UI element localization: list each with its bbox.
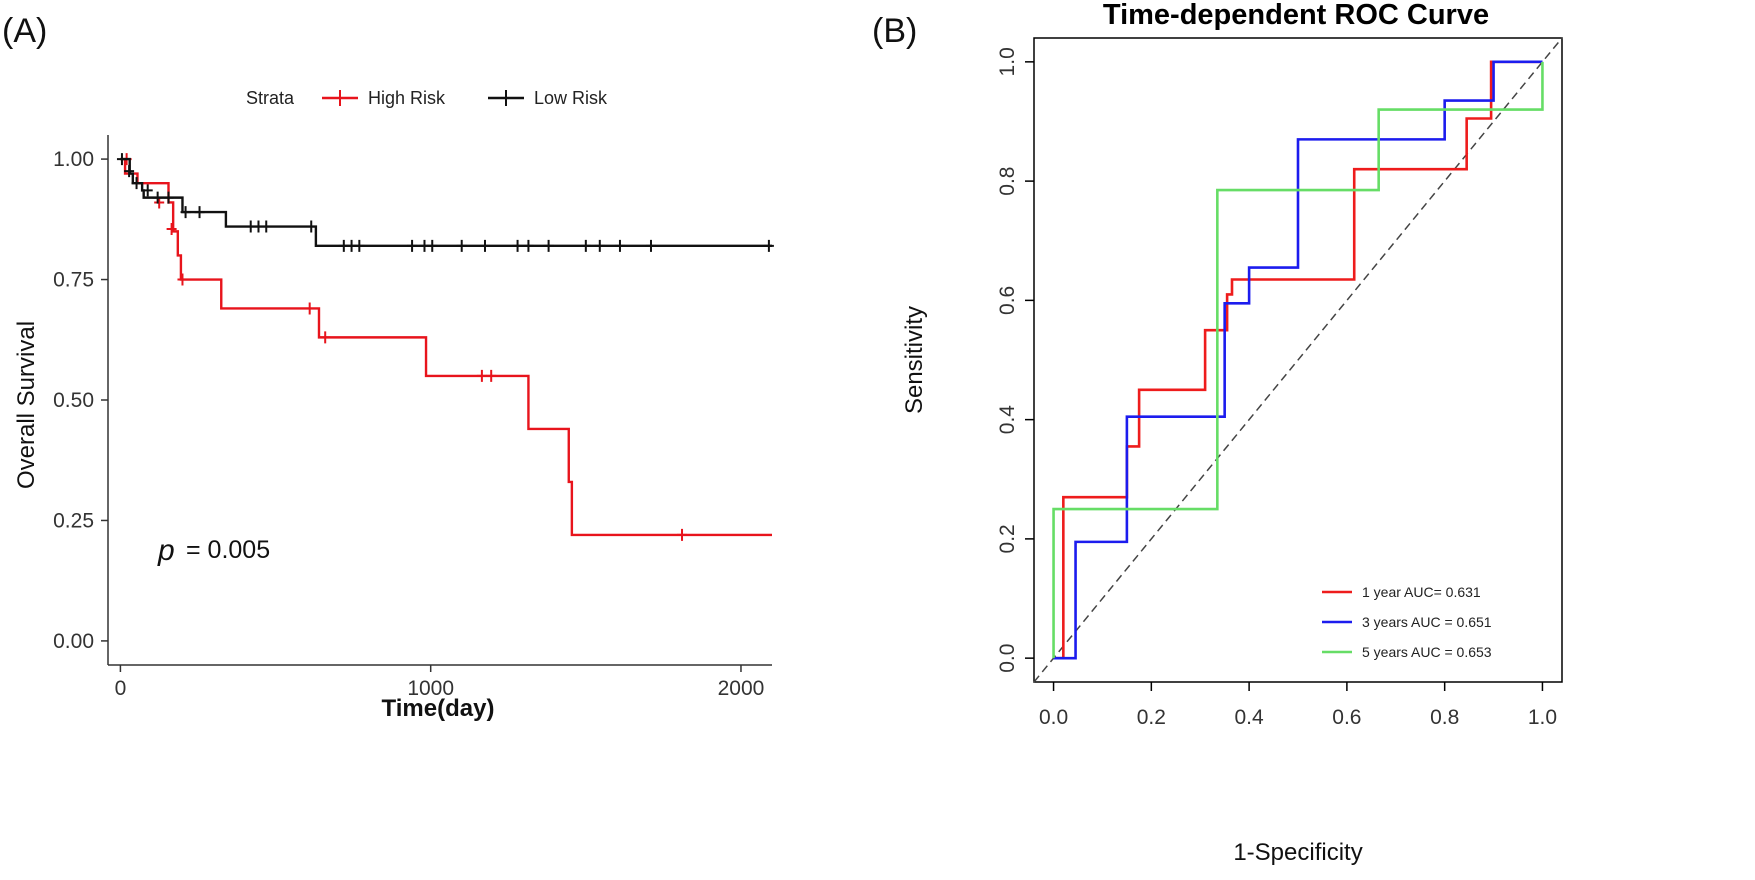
km-censor-mark-high-risk	[166, 222, 177, 235]
km-censor-mark-low-risk	[180, 206, 191, 219]
km-censor-mark-low-risk	[261, 220, 272, 233]
km-censor-mark-high-risk	[677, 528, 688, 541]
km-x-tick-label: 2000	[718, 677, 765, 700]
km-censor-mark-low-risk	[124, 165, 135, 178]
km-legend-title: Strata	[246, 88, 295, 108]
panel-b-label: (B)	[872, 12, 917, 50]
km-censor-mark-low-risk	[354, 239, 365, 252]
roc-y-axis-title: Sensitivity	[901, 306, 928, 414]
km-censor-mark-low-risk	[194, 206, 205, 219]
roc-x-tick-label: 0.4	[1235, 706, 1265, 729]
km-censor-mark-low-risk	[116, 153, 127, 166]
km-p-symbol: p	[157, 534, 175, 567]
km-x-ticks: 0 1000 2000	[115, 665, 765, 700]
km-censor-mark-low-risk	[763, 239, 774, 252]
km-censor-mark-high-risk	[320, 331, 331, 344]
roc-x-tick-label: 0.0	[1039, 706, 1068, 729]
km-x-tick-label: 1000	[407, 677, 454, 700]
roc-y-tick-label: 1.0	[996, 47, 1019, 76]
km-series	[116, 153, 774, 541]
roc-legend-label-3-years: 3 years AUC = 0.651	[1362, 614, 1492, 630]
roc-y-tick-label: 0.0	[996, 644, 1019, 673]
km-censor-mark-low-risk	[512, 239, 523, 252]
km-y-tick-label: 1.00	[53, 148, 94, 171]
roc-diagonal-reference	[1033, 37, 1563, 683]
km-censor-mark-low-risk	[131, 177, 142, 190]
km-censor-mark-low-risk	[523, 239, 534, 252]
roc-y-tick-label: 0.8	[996, 167, 1019, 196]
roc-x-axis-title: 1-Specificity	[1233, 839, 1362, 866]
km-y-tick-label: 0.50	[53, 389, 94, 412]
km-legend-high-label: High Risk	[368, 88, 446, 108]
km-censor-mark-low-risk	[614, 239, 625, 252]
km-censor-mark-low-risk	[543, 239, 554, 252]
roc-x-ticks: 0.0 0.2 0.4 0.6 0.8 1.0	[1039, 682, 1557, 729]
roc-y-tick-label: 0.6	[996, 286, 1019, 315]
roc-chart: Time-dependent ROC Curve 0.0 0.2 0.4 0.6 0.8…	[901, 0, 1563, 866]
km-curve-high-risk	[120, 157, 772, 537]
km-y-axis-title: Overall Survival	[13, 321, 40, 489]
km-censor-mark-low-risk	[427, 239, 438, 252]
km-censor-mark-low-risk	[479, 239, 490, 252]
panel-a-label: (A)	[2, 12, 47, 50]
roc-y-tick-label: 0.4	[996, 405, 1019, 435]
km-censor-mark-low-risk	[152, 191, 163, 204]
km-y-tick-label: 0.75	[53, 269, 94, 292]
km-censor-mark-high-risk	[476, 369, 487, 382]
km-censor-mark-high-risk	[304, 302, 315, 315]
roc-y-ticks: 0.0 0.2 0.4 0.6 0.8 1.0	[996, 47, 1034, 673]
roc-legend-label-5-years: 5 years AUC = 0.653	[1362, 644, 1492, 660]
roc-legend-label-1-year: 1 year AUC= 0.631	[1362, 584, 1481, 600]
km-censor-mark-low-risk	[306, 220, 317, 233]
roc-x-tick-label: 0.2	[1137, 706, 1166, 729]
roc-x-tick-label: 0.6	[1332, 706, 1361, 729]
km-censor-mark-high-risk	[486, 369, 497, 382]
roc-curve-5-years	[1052, 61, 1544, 659]
km-legend-low-label: Low Risk	[534, 88, 608, 108]
km-y-tick-label: 0.00	[53, 630, 94, 653]
km-x-tick-label: 0	[115, 677, 127, 700]
km-x-axis-title: Time(day)	[382, 695, 495, 722]
km-curve-low-risk	[120, 157, 772, 248]
km-legend: Strata High Risk Low Risk	[246, 88, 608, 108]
roc-title: Time-dependent ROC Curve	[1103, 0, 1489, 31]
km-censor-mark-low-risk	[645, 239, 656, 252]
roc-legend: 1 year AUC= 0.631 3 years AUC = 0.651 5 ye…	[1322, 584, 1492, 660]
roc-x-tick-label: 1.0	[1528, 706, 1557, 729]
km-censor-mark-low-risk	[142, 184, 153, 197]
roc-curve-3-years	[1053, 60, 1543, 660]
km-censor-mark-low-risk	[594, 239, 605, 252]
roc-series	[1052, 60, 1544, 660]
km-y-tick-label: 0.25	[53, 509, 94, 532]
roc-x-tick-label: 0.8	[1430, 706, 1459, 729]
roc-plot-frame	[1033, 37, 1563, 683]
km-censor-mark-low-risk	[163, 191, 174, 204]
km-y-ticks: 0.00 0.25 0.50 0.75 1.00	[53, 148, 108, 653]
km-censor-mark-low-risk	[456, 239, 467, 252]
km-censor-mark-low-risk	[407, 239, 418, 252]
km-censor-mark-high-risk	[177, 273, 188, 286]
km-censor-mark-low-risk	[580, 239, 591, 252]
roc-y-tick-label: 0.2	[996, 524, 1019, 553]
km-p-value: = 0.005	[186, 536, 270, 564]
km-chart: Strata High Risk Low Risk 0.000.250.500.…	[13, 88, 774, 722]
